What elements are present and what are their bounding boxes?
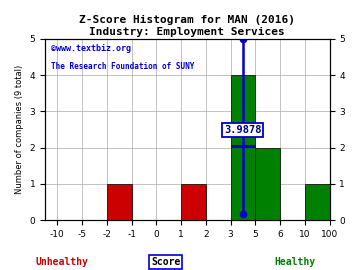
Text: Score: Score	[151, 256, 180, 266]
Text: The Research Foundation of SUNY: The Research Foundation of SUNY	[51, 62, 194, 71]
Y-axis label: Number of companies (9 total): Number of companies (9 total)	[15, 65, 24, 194]
Bar	[255, 148, 280, 220]
Title: Z-Score Histogram for MAN (2016)
Industry: Employment Services: Z-Score Histogram for MAN (2016) Industr…	[79, 15, 295, 37]
Bar	[181, 184, 206, 220]
Text: ©www.textbiz.org: ©www.textbiz.org	[51, 44, 131, 53]
Text: 3.9878: 3.9878	[224, 125, 261, 135]
Bar	[107, 184, 132, 220]
Bar	[305, 184, 329, 220]
Text: Healthy: Healthy	[275, 256, 316, 266]
Text: Unhealthy: Unhealthy	[36, 256, 89, 266]
Bar	[230, 75, 255, 220]
